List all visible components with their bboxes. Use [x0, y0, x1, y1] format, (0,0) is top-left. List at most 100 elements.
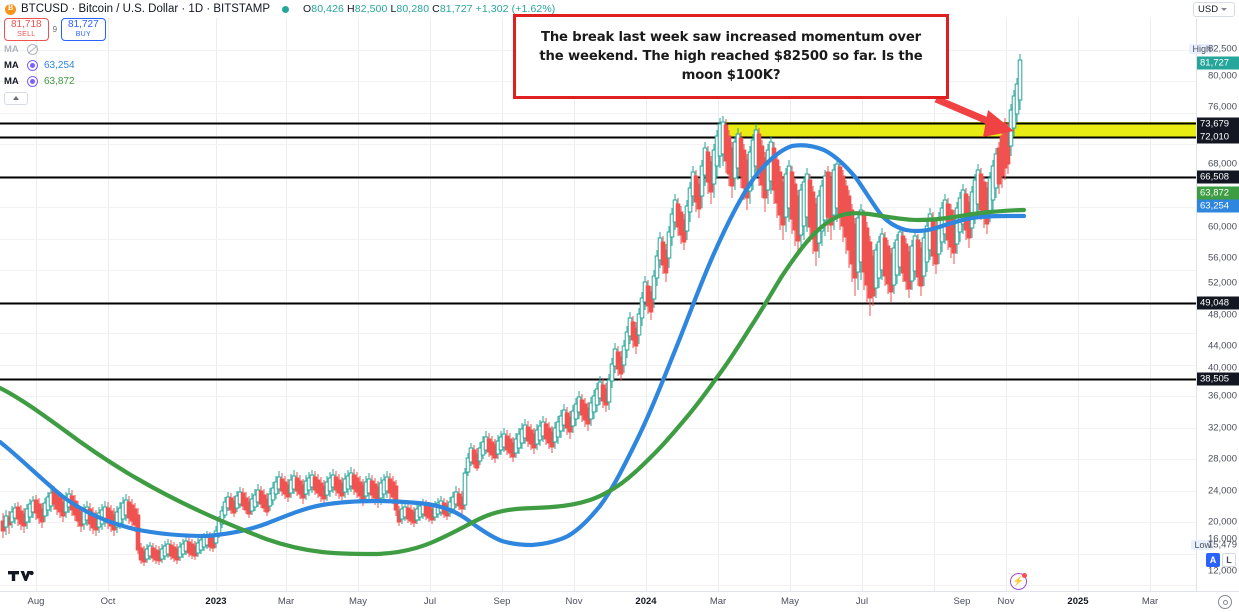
- time-label: Nov: [997, 596, 1015, 607]
- time-label: Jul: [855, 596, 869, 607]
- axis-tick: 16,000: [1207, 533, 1237, 545]
- indicator-row-ma-blue[interactable]: MA 63,254: [4, 58, 106, 73]
- collapse-legend-button[interactable]: [4, 91, 28, 105]
- sell-button[interactable]: 81,718 SELL: [4, 18, 49, 41]
- buy-price: 81,727: [68, 19, 99, 30]
- high-label: H: [347, 3, 355, 15]
- chart-settings-button[interactable]: [1218, 595, 1232, 609]
- annotation-arrow: [934, 95, 1014, 137]
- price-chart-svg: [0, 18, 1196, 591]
- chevron-down-icon: [1221, 8, 1228, 11]
- indicator-value: 63,872: [44, 75, 75, 87]
- settings-circle-icon[interactable]: [27, 59, 38, 71]
- tradingview-logo[interactable]: [8, 568, 34, 589]
- buy-sell-panel: 81,718 SELL 9 81,727 BUY: [4, 18, 106, 41]
- level-tag-38505: 38,505: [1197, 372, 1239, 386]
- market-open-dot-icon: [282, 5, 289, 13]
- high-price-value: 82,500: [1207, 43, 1237, 55]
- notification-dot: [1022, 573, 1027, 578]
- time-label: 2025: [1067, 596, 1089, 607]
- support-resistance-lines: [0, 122, 1196, 381]
- close-value: 81,727: [439, 3, 473, 15]
- log-scale-button[interactable]: L: [1222, 553, 1236, 567]
- low-value: 80,280: [396, 3, 430, 15]
- auto-scale-button[interactable]: A: [1206, 553, 1220, 567]
- time-label: Nov: [565, 596, 583, 607]
- chevron-up-icon: [13, 96, 19, 101]
- buy-label: BUY: [75, 30, 91, 38]
- time-label: Mar: [1141, 596, 1159, 607]
- moving-average-blue: [0, 143, 1027, 548]
- moving-average-green: [0, 207, 1027, 557]
- indicator-row-ma-hidden[interactable]: MA: [4, 42, 106, 57]
- close-label: C: [432, 3, 440, 15]
- annotation-callout[interactable]: The break last week saw increased moment…: [513, 14, 949, 99]
- annotation-text: The break last week saw increased moment…: [539, 29, 923, 84]
- chart-plot-area[interactable]: [0, 18, 1196, 591]
- chart-header: BTCUSD · Bitcoin / U.S. Dollar · 1D · BI…: [0, 0, 1239, 18]
- time-label: May: [349, 596, 367, 607]
- axis-tick: 24,000: [1207, 485, 1237, 497]
- axis-tick: 56,000: [1207, 252, 1237, 264]
- highlight-zone-rect: [721, 122, 1196, 137]
- axis-tick: 28,000: [1207, 453, 1237, 465]
- indicator-name: MA: [4, 59, 19, 71]
- resistance-tag-72010: 72,010: [1197, 130, 1239, 144]
- open-value: 80,426: [311, 3, 344, 15]
- tradingview-logo-icon: [8, 570, 34, 581]
- last-price-tag: 81,727: [1197, 56, 1239, 70]
- settings-circle-icon[interactable]: [27, 75, 38, 87]
- axis-tick: 32,000: [1207, 422, 1237, 434]
- time-label: Jul: [423, 596, 437, 607]
- lightning-bolt-icon: ⚡: [1012, 576, 1025, 586]
- indicator-name: MA: [4, 75, 19, 87]
- axis-tick: 80,000: [1207, 70, 1237, 82]
- chart-legend: 81,718 SELL 9 81,727 BUY MA MA 63,254 MA…: [4, 18, 106, 105]
- high-value: 82,500: [354, 3, 388, 15]
- symbol-title[interactable]: BTCUSD · Bitcoin / U.S. Dollar · 1D · BI…: [21, 3, 270, 15]
- axis-tick: 60,000: [1207, 221, 1237, 233]
- alerts-lightning-button[interactable]: ⚡: [1010, 573, 1027, 590]
- resistance-tag-73679: 73,679: [1197, 117, 1239, 131]
- buy-button[interactable]: 81,727 BUY: [61, 18, 106, 41]
- low-label: L: [390, 3, 397, 15]
- axis-tick: 68,000: [1207, 158, 1237, 170]
- sell-price: 81,718: [11, 19, 42, 30]
- ohlc-values: O80,426 H82,500 L80,280 C81,727 +1,302 (…: [303, 3, 555, 15]
- axis-tick: 48,000: [1207, 309, 1237, 321]
- axis-tick: 36,000: [1207, 390, 1237, 402]
- open-label: O: [303, 3, 312, 15]
- time-axis[interactable]: Aug Oct 2023 Mar Mar May Jul Sep Nov 202…: [0, 591, 1239, 612]
- axis-tick: 76,000: [1207, 101, 1237, 113]
- axis-tick: 52,000: [1207, 277, 1237, 289]
- time-label: May: [781, 596, 799, 607]
- time-label: Oct: [100, 596, 116, 607]
- change-percent: (+1.62%): [511, 3, 556, 15]
- currency-selector[interactable]: USD: [1193, 2, 1235, 17]
- level-tag-66508: 66,508: [1197, 170, 1239, 184]
- price-axis[interactable]: High 82,500 Low 15,479 80,000 76,000 72,…: [1189, 18, 1239, 591]
- low-marker-label: Low: [1191, 540, 1214, 550]
- axis-tick: 40,000: [1207, 362, 1237, 374]
- time-label: Sep: [493, 596, 511, 607]
- time-label: Mar: [277, 596, 295, 607]
- indicator-row-ma-green[interactable]: MA 63,872: [4, 74, 106, 89]
- indicator-name: MA: [4, 43, 19, 55]
- ma-tag-63254: 63,254: [1197, 199, 1239, 213]
- low-price-value: 15,479: [1207, 539, 1237, 551]
- time-label: Mar: [709, 596, 727, 607]
- currency-label: USD: [1198, 4, 1219, 15]
- eye-off-icon[interactable]: [27, 43, 38, 55]
- time-label: Aug: [27, 596, 45, 607]
- bitcoin-coin-icon: [5, 3, 16, 15]
- high-marker-label: High: [1189, 44, 1214, 54]
- sell-label: SELL: [17, 30, 36, 38]
- axis-tick: 44,000: [1207, 340, 1237, 352]
- axis-tick: 12,000: [1207, 565, 1237, 577]
- change-value: +1,302: [475, 3, 509, 15]
- spread-value: 9: [52, 24, 58, 34]
- axis-tick: 20,000: [1207, 516, 1237, 528]
- gear-icon: [1222, 599, 1228, 605]
- scale-mode-group: A L: [1206, 553, 1236, 567]
